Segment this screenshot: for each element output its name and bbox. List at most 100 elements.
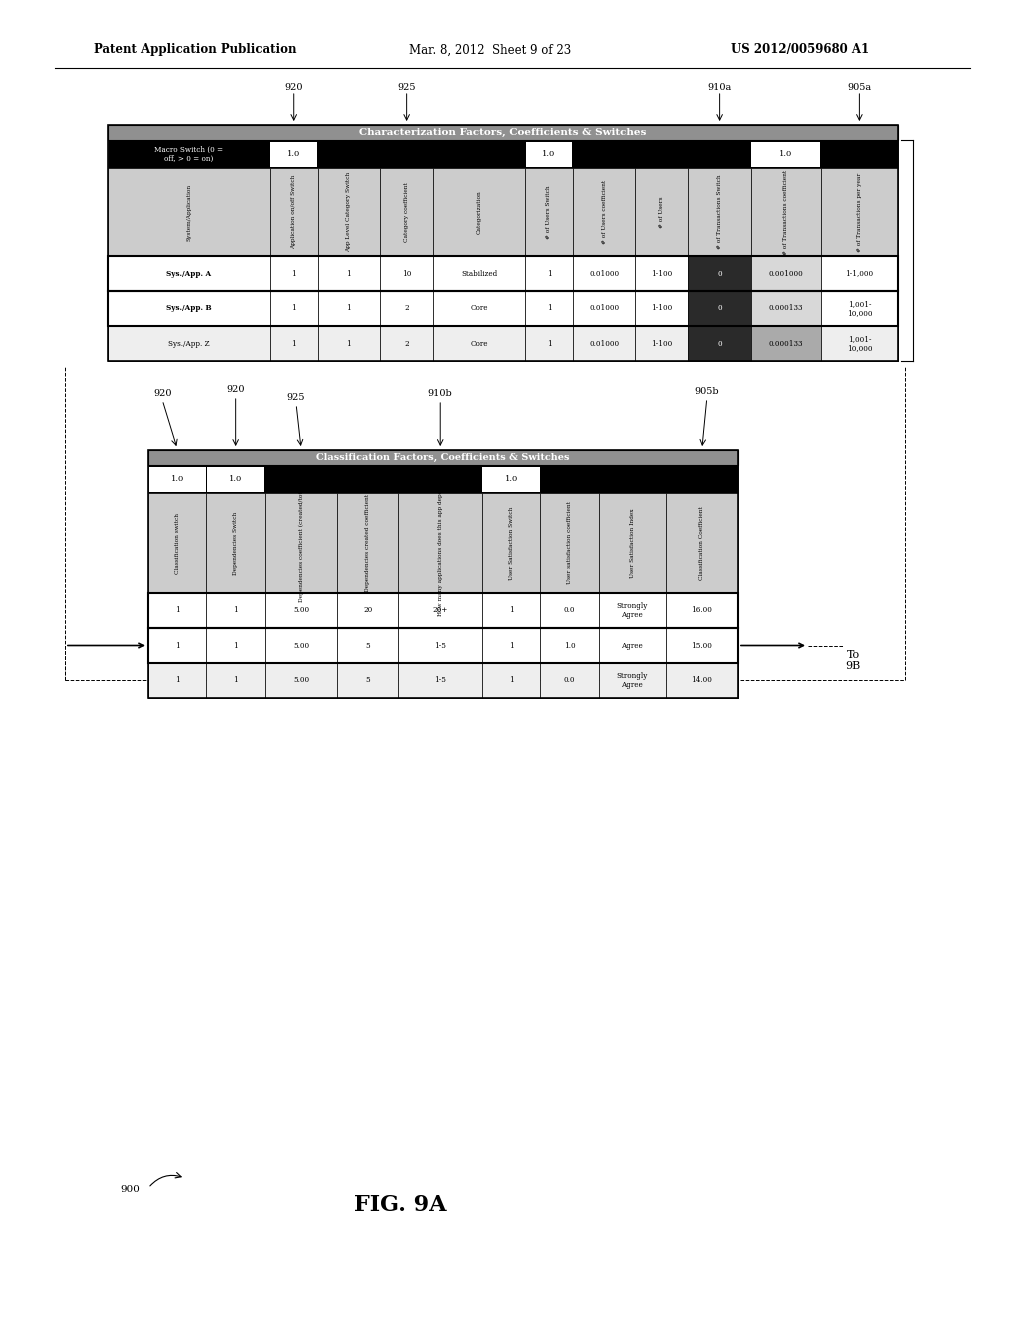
Bar bbox=[148, 593, 738, 628]
Bar bbox=[108, 326, 898, 360]
Text: 925: 925 bbox=[397, 82, 416, 91]
Text: Dependencies Switch: Dependencies Switch bbox=[233, 511, 239, 574]
Bar bbox=[207, 593, 265, 628]
Bar bbox=[148, 465, 738, 492]
Bar bbox=[380, 256, 433, 290]
Text: 5.00: 5.00 bbox=[293, 676, 309, 685]
Bar bbox=[688, 168, 751, 256]
Bar bbox=[525, 168, 572, 256]
Bar bbox=[108, 140, 898, 168]
Bar bbox=[148, 593, 207, 628]
Text: 1: 1 bbox=[233, 676, 238, 685]
Bar bbox=[108, 290, 270, 326]
Text: 0: 0 bbox=[718, 269, 722, 277]
Bar bbox=[482, 593, 541, 628]
Text: Mar. 8, 2012  Sheet 9 of 23: Mar. 8, 2012 Sheet 9 of 23 bbox=[409, 44, 571, 57]
Bar bbox=[337, 663, 398, 698]
Text: 20: 20 bbox=[364, 606, 373, 615]
Text: Strongly
Agree: Strongly Agree bbox=[616, 602, 648, 619]
Bar bbox=[207, 628, 265, 663]
Bar bbox=[482, 663, 541, 698]
Text: Sys./App. Z: Sys./App. Z bbox=[168, 339, 210, 347]
Bar bbox=[688, 290, 751, 326]
Text: Classification switch: Classification switch bbox=[175, 512, 180, 573]
Text: Sys./App. B: Sys./App. B bbox=[166, 305, 212, 313]
Text: 0.01000: 0.01000 bbox=[589, 305, 620, 313]
Bar bbox=[148, 628, 207, 663]
Text: Classification Factors, Coefficients & Switches: Classification Factors, Coefficients & S… bbox=[316, 453, 569, 462]
Bar bbox=[148, 450, 738, 698]
Text: Macro Switch (0 =
off, > 0 = on): Macro Switch (0 = off, > 0 = on) bbox=[155, 145, 223, 162]
Bar bbox=[207, 492, 265, 593]
Bar bbox=[572, 256, 636, 290]
Bar bbox=[148, 663, 207, 698]
Text: 1-100: 1-100 bbox=[651, 269, 673, 277]
Text: Patent Application Publication: Patent Application Publication bbox=[94, 44, 296, 57]
Text: 900: 900 bbox=[120, 1185, 140, 1195]
Text: Stabilized: Stabilized bbox=[461, 269, 498, 277]
Text: 1.0: 1.0 bbox=[543, 150, 556, 158]
Text: App Level Category Switch: App Level Category Switch bbox=[346, 172, 351, 252]
Text: 1: 1 bbox=[509, 676, 514, 685]
Bar bbox=[636, 326, 688, 360]
Bar bbox=[751, 290, 821, 326]
Text: User Satisfaction Switch: User Satisfaction Switch bbox=[509, 507, 514, 579]
Bar bbox=[265, 492, 337, 593]
Bar bbox=[148, 628, 738, 663]
Bar bbox=[751, 326, 821, 360]
Bar bbox=[599, 593, 666, 628]
Bar bbox=[636, 256, 688, 290]
Bar bbox=[207, 466, 264, 491]
Bar bbox=[398, 593, 482, 628]
Bar bbox=[525, 326, 572, 360]
Bar bbox=[108, 168, 270, 256]
Text: 5: 5 bbox=[366, 642, 370, 649]
Text: 905b: 905b bbox=[694, 388, 719, 396]
Bar bbox=[317, 290, 380, 326]
Text: 0.0: 0.0 bbox=[564, 606, 575, 615]
Bar bbox=[751, 168, 821, 256]
Bar bbox=[751, 256, 821, 290]
Text: How many applications does this app depend on?: How many applications does this app depe… bbox=[437, 470, 442, 616]
Bar bbox=[265, 663, 337, 698]
Text: 1-100: 1-100 bbox=[651, 339, 673, 347]
Bar bbox=[636, 168, 688, 256]
Bar bbox=[482, 628, 541, 663]
Text: 0: 0 bbox=[718, 339, 722, 347]
Text: Category coefficient: Category coefficient bbox=[404, 182, 410, 242]
Text: 5.00: 5.00 bbox=[293, 642, 309, 649]
Text: 1: 1 bbox=[509, 642, 514, 649]
Text: 0: 0 bbox=[718, 305, 722, 313]
Bar bbox=[541, 628, 599, 663]
Text: 1.0: 1.0 bbox=[229, 475, 243, 483]
Text: 920: 920 bbox=[153, 389, 171, 399]
Text: Dependencies coefficient (created/total): Dependencies coefficient (created/total) bbox=[298, 484, 304, 602]
Bar bbox=[270, 168, 317, 256]
Bar bbox=[821, 168, 898, 256]
Bar bbox=[265, 628, 337, 663]
Text: 0.01000: 0.01000 bbox=[589, 269, 620, 277]
Text: 910a: 910a bbox=[708, 82, 732, 91]
Bar bbox=[265, 593, 337, 628]
Text: # of Users coefficient: # of Users coefficient bbox=[602, 180, 606, 244]
Text: 15.00: 15.00 bbox=[691, 642, 713, 649]
Text: 2: 2 bbox=[404, 305, 409, 313]
Text: 1-1,000: 1-1,000 bbox=[846, 269, 873, 277]
Bar bbox=[148, 663, 738, 698]
Bar bbox=[108, 290, 898, 326]
Text: 1,001-
10,000: 1,001- 10,000 bbox=[847, 335, 872, 352]
Text: To
9B: To 9B bbox=[846, 649, 860, 672]
Bar bbox=[666, 593, 738, 628]
Text: 1: 1 bbox=[175, 606, 179, 615]
Text: 2: 2 bbox=[404, 339, 409, 347]
Bar bbox=[148, 466, 206, 491]
Bar bbox=[636, 290, 688, 326]
Bar bbox=[688, 256, 751, 290]
Text: # of Transactions per year: # of Transactions per year bbox=[857, 173, 862, 252]
Bar bbox=[317, 326, 380, 360]
Text: FIG. 9A: FIG. 9A bbox=[353, 1195, 446, 1216]
Text: Core: Core bbox=[470, 339, 487, 347]
Bar bbox=[599, 628, 666, 663]
Bar bbox=[541, 492, 599, 593]
Text: 14.00: 14.00 bbox=[691, 676, 713, 685]
